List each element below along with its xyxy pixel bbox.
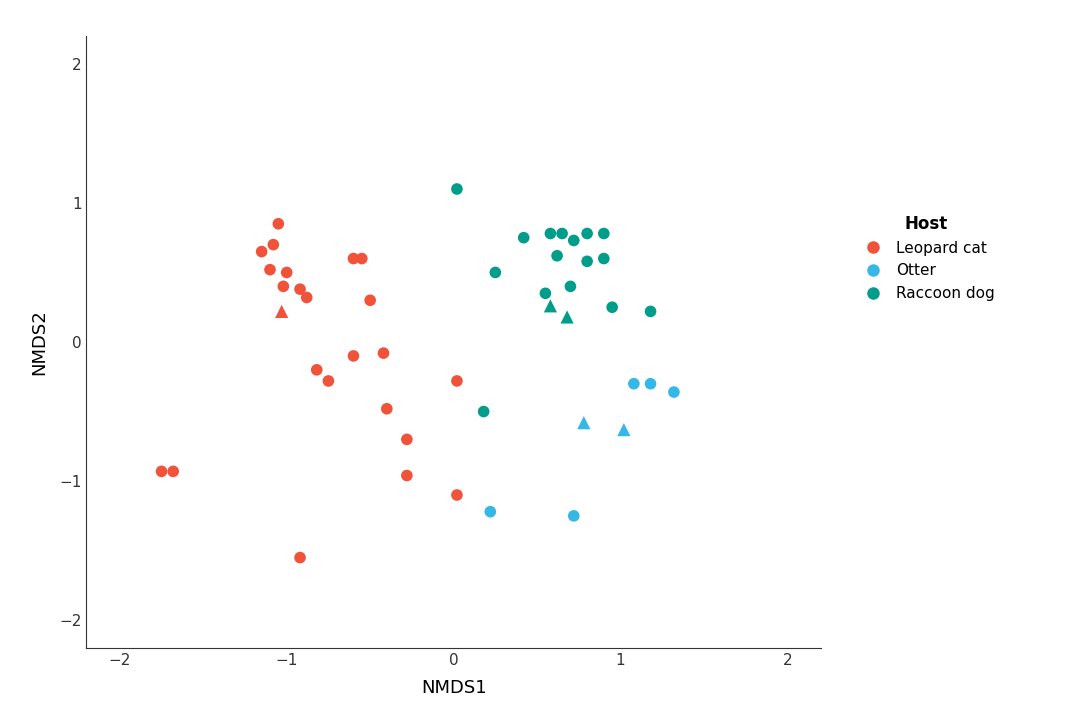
Point	[665, 387, 683, 398]
Point	[270, 218, 287, 230]
Point	[448, 375, 465, 387]
Point	[482, 506, 499, 518]
Legend: Leopard cat, Otter, Raccoon dog: Leopard cat, Otter, Raccoon dog	[858, 215, 995, 301]
Point	[542, 228, 559, 239]
Point	[565, 510, 582, 521]
Point	[642, 378, 659, 390]
Point	[362, 294, 379, 306]
Point	[448, 183, 465, 194]
Point	[595, 253, 612, 264]
Point	[375, 347, 392, 359]
Point	[579, 256, 596, 267]
Point	[553, 228, 570, 239]
Point	[542, 300, 559, 312]
Point	[278, 266, 295, 278]
Point	[487, 266, 504, 278]
Point	[378, 403, 395, 415]
Y-axis label: NMDS2: NMDS2	[30, 309, 48, 375]
Point	[448, 490, 465, 501]
Point	[164, 466, 181, 477]
Point	[308, 364, 325, 376]
Point	[642, 305, 659, 317]
Point	[292, 284, 309, 295]
Point	[475, 406, 492, 418]
Point	[345, 253, 362, 264]
Point	[604, 302, 621, 313]
Point	[153, 466, 171, 477]
Point	[562, 281, 579, 292]
Point	[345, 350, 362, 361]
Point	[253, 246, 270, 257]
Point	[616, 424, 633, 436]
Point	[261, 264, 279, 276]
Point	[274, 281, 292, 292]
Point	[292, 552, 309, 563]
Point	[625, 378, 643, 390]
Point	[298, 292, 315, 303]
Point	[399, 433, 416, 445]
Point	[320, 375, 337, 387]
Point	[537, 287, 554, 299]
Point	[549, 250, 566, 261]
X-axis label: NMDS1: NMDS1	[421, 679, 486, 697]
Point	[353, 253, 370, 264]
Point	[273, 305, 291, 317]
Point	[515, 232, 532, 243]
Point	[565, 235, 582, 246]
Point	[579, 228, 596, 239]
Point	[558, 311, 576, 323]
Point	[595, 228, 612, 239]
Point	[399, 469, 416, 481]
Point	[265, 239, 282, 251]
Point	[576, 417, 593, 428]
